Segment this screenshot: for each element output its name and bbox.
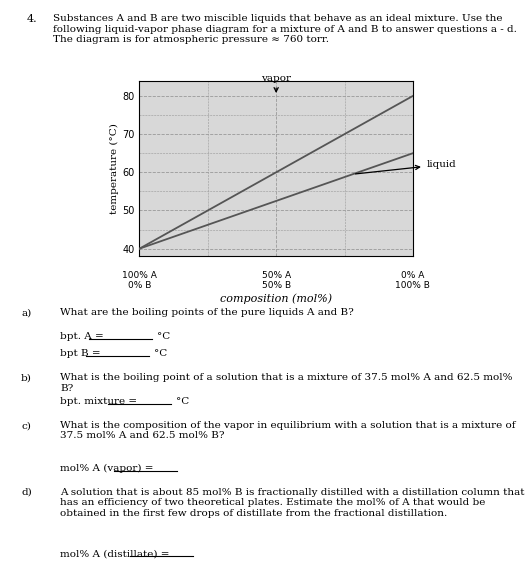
Text: bpt. mixture =: bpt. mixture =: [60, 397, 141, 406]
Text: What are the boiling points of the pure liquids A and B?: What are the boiling points of the pure …: [60, 308, 354, 317]
Text: 100% B: 100% B: [396, 281, 430, 290]
Y-axis label: temperature (°C): temperature (°C): [110, 123, 119, 214]
Text: °C: °C: [176, 397, 189, 406]
Text: mol% A (vapor) =: mol% A (vapor) =: [60, 464, 157, 473]
Text: Substances A and B are two miscible liquids that behave as an ideal mixture. Use: Substances A and B are two miscible liqu…: [53, 14, 517, 44]
Text: d): d): [21, 488, 32, 497]
Text: composition (mol%): composition (mol%): [220, 294, 332, 304]
Text: A solution that is about 85 mol% B is fractionally distilled with a distillation: A solution that is about 85 mol% B is fr…: [60, 488, 525, 518]
Text: 50% A: 50% A: [261, 271, 291, 280]
Text: vapor: vapor: [261, 74, 291, 92]
Text: b): b): [21, 373, 32, 382]
Text: 0% B: 0% B: [128, 281, 151, 290]
Text: 0% A: 0% A: [401, 271, 424, 280]
Text: bpt. A =: bpt. A =: [60, 332, 107, 341]
Text: bpt B =: bpt B =: [60, 349, 104, 358]
Text: °C: °C: [154, 349, 167, 358]
Text: 4.: 4.: [26, 14, 37, 24]
Text: 50% B: 50% B: [261, 281, 291, 290]
Text: What is the composition of the vapor in equilibrium with a solution that is a mi: What is the composition of the vapor in …: [60, 421, 516, 441]
Text: c): c): [21, 421, 31, 430]
Text: a): a): [21, 308, 31, 317]
Text: mol% A (distillate) =: mol% A (distillate) =: [60, 550, 173, 559]
Text: liquid: liquid: [356, 160, 457, 174]
Text: °C: °C: [157, 332, 170, 341]
Text: 100% A: 100% A: [122, 271, 157, 280]
Text: What is the boiling point of a solution that is a mixture of 37.5 mol% A and 62.: What is the boiling point of a solution …: [60, 373, 513, 393]
